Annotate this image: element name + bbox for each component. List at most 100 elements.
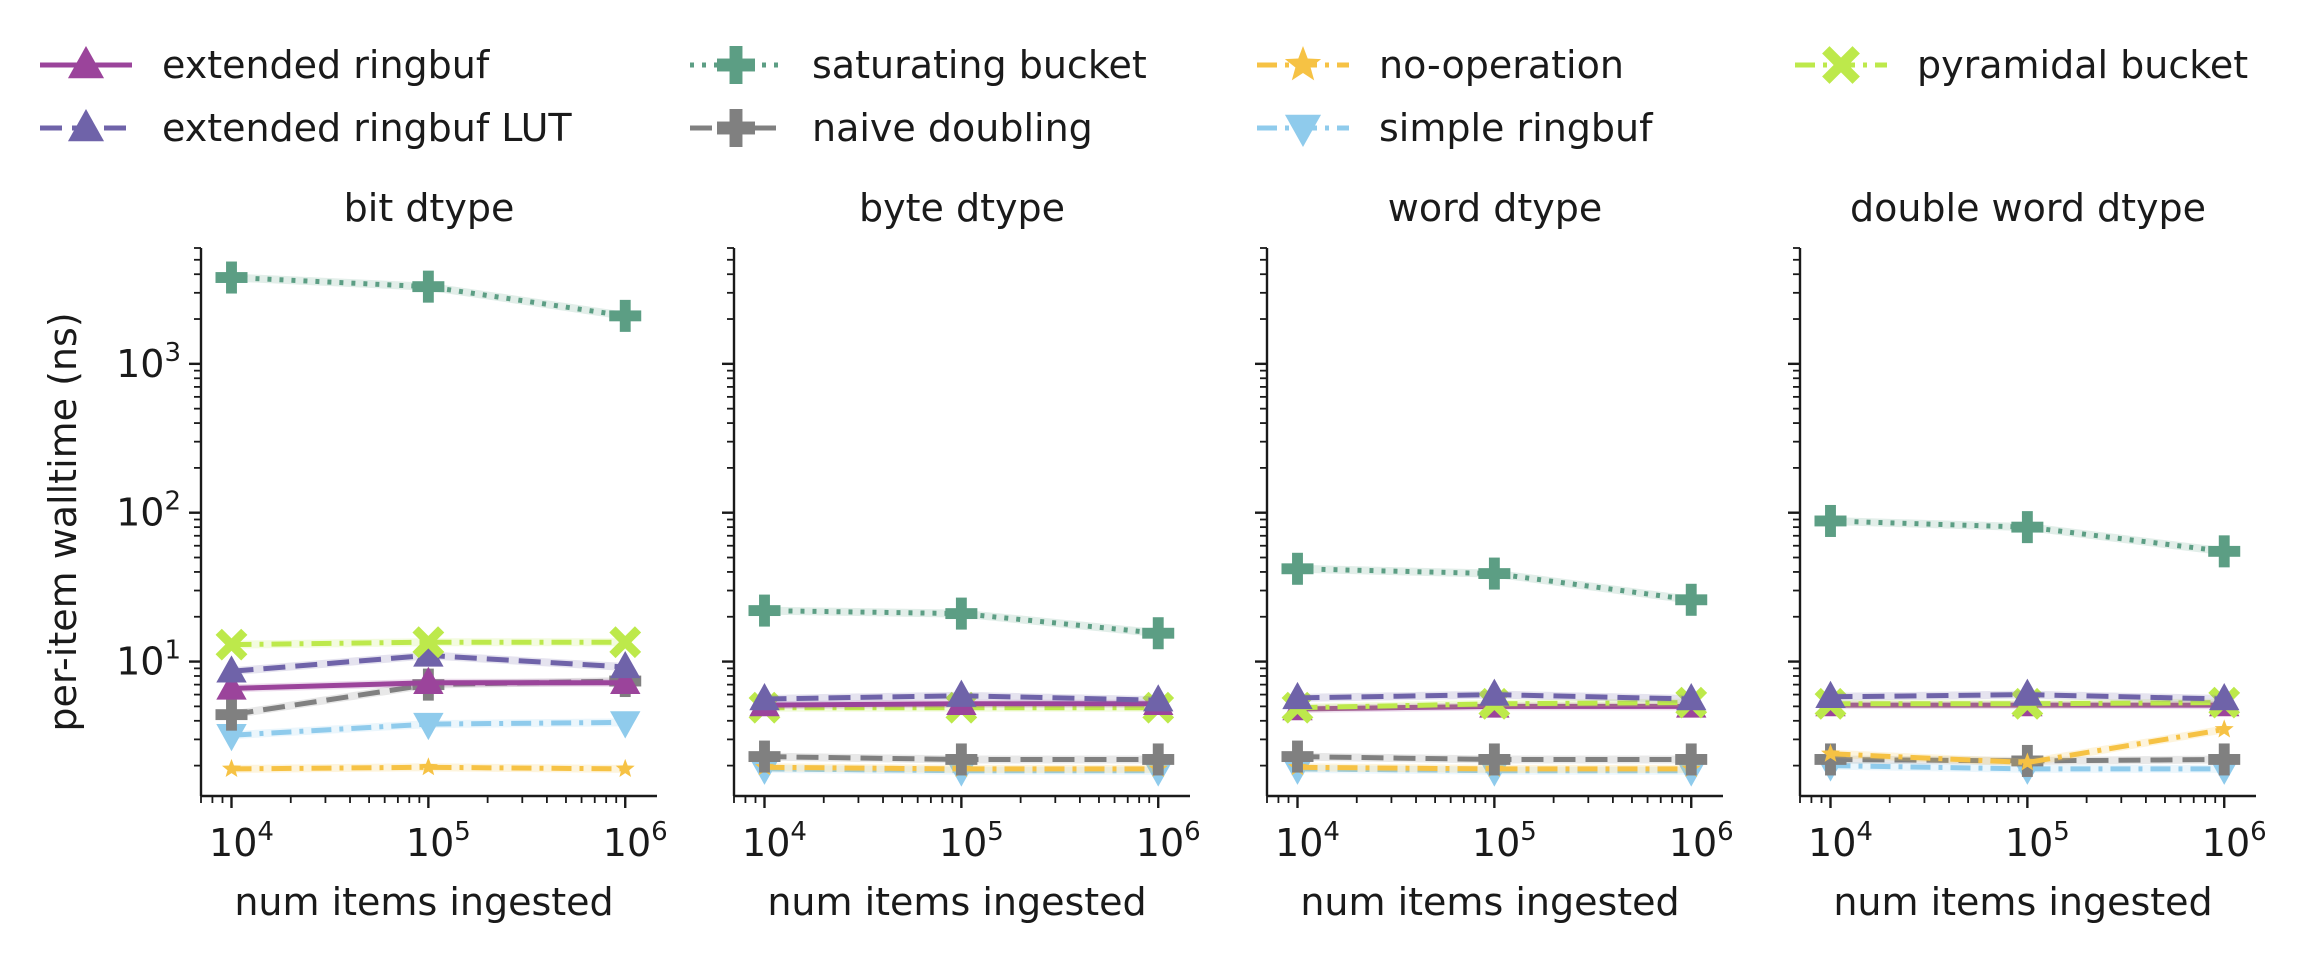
legend-marker-saturating-bucket — [717, 46, 755, 84]
series-saturating-bucket — [1814, 504, 2241, 568]
legend-marker-extended-ringbuf — [67, 46, 105, 79]
series-extended-ringbuf-lut — [1282, 678, 1707, 711]
series-extended-ringbuf-lut — [1815, 678, 2240, 711]
series-line — [231, 639, 626, 648]
data-point — [2209, 683, 2240, 711]
data-point — [413, 712, 444, 741]
legend-label: no-operation — [1379, 43, 1624, 87]
series-band — [1830, 517, 2225, 556]
series-extended-ringbuf — [216, 666, 641, 700]
series-no-operation — [222, 757, 635, 777]
data-point — [749, 683, 780, 711]
series-extended-ringbuf-lut — [216, 639, 641, 683]
data-point — [610, 711, 641, 739]
data-point — [946, 679, 977, 707]
x-tick-label: 104 — [1808, 817, 1873, 865]
data-point — [1142, 743, 1175, 776]
panel-title: bit dtype — [344, 186, 515, 230]
legend-item-simple-ringbuf: simple ringbuf — [1257, 106, 1654, 150]
series-naive-doubling — [748, 740, 1175, 776]
data-point — [1675, 583, 1708, 616]
series-pyramidal-bucket — [215, 626, 642, 661]
x-axis-label: num items ingested — [1833, 880, 2212, 924]
legend-label: extended ringbuf LUT — [162, 106, 572, 150]
data-point — [1282, 681, 1313, 710]
series-line — [1830, 700, 2225, 707]
data-point — [1821, 743, 1840, 762]
legend-item-no-operation: no-operation — [1257, 43, 1624, 87]
data-point — [1815, 680, 1846, 708]
legend-item-pyramidal-bucket: pyramidal bucket — [1795, 43, 2248, 87]
x-tick-label: 105 — [2005, 817, 2070, 865]
data-point — [215, 261, 248, 294]
series-group — [1814, 504, 2241, 785]
legend-label: saturating bucket — [812, 43, 1147, 87]
data-point — [748, 740, 781, 773]
data-point — [748, 594, 781, 627]
legend-marker-no-operation — [1284, 46, 1322, 81]
series-naive-doubling — [1281, 740, 1708, 776]
y-tick-label: 103 — [116, 338, 181, 386]
legend-item-extended-ringbuf-lut: extended ringbuf LUT — [40, 106, 572, 150]
y-axis-label: per-item walltime (ns) — [41, 312, 85, 731]
data-point — [945, 743, 978, 776]
series-group — [1281, 552, 1708, 787]
data-point — [1814, 504, 1847, 537]
data-point — [222, 758, 241, 777]
data-point — [216, 724, 247, 752]
data-point — [2208, 535, 2241, 568]
x-tick-label: 105 — [939, 817, 1004, 865]
series-line — [1830, 763, 2225, 772]
x-tick-label: 106 — [603, 817, 668, 865]
data-point — [1478, 557, 1511, 590]
data-point — [2011, 511, 2044, 544]
data-point — [1142, 617, 1175, 650]
series-band — [231, 651, 626, 676]
panel-title: double word dtype — [1850, 186, 2206, 230]
data-point — [215, 628, 248, 661]
series-saturating-bucket — [215, 261, 642, 332]
panel-1: bit dtype 101 102 103 104 105 106 num items ing… — [116, 186, 668, 924]
series-no-operation — [1821, 719, 2234, 771]
series-saturating-bucket — [1281, 552, 1708, 616]
x-tick-label: 104 — [1275, 817, 1340, 865]
data-point — [215, 698, 248, 731]
legend-label: extended ringbuf — [162, 43, 491, 87]
y-tick-label: 102 — [116, 487, 181, 535]
data-point — [1675, 743, 1708, 776]
panel-title: word dtype — [1388, 186, 1603, 230]
x-tick-label: 105 — [1472, 817, 1537, 865]
data-point — [610, 650, 641, 679]
data-point — [2012, 678, 2043, 706]
legend-item-naive-doubling: naive doubling — [690, 106, 1093, 150]
legend-label: simple ringbuf — [1379, 106, 1654, 150]
series-line — [764, 764, 1159, 772]
panel-4: double word dtype 104 105 106 num items inge… — [1788, 186, 2267, 924]
series-extended-ringbuf-lut — [749, 679, 1174, 712]
x-tick-label: 106 — [1136, 817, 1201, 865]
data-point — [609, 626, 642, 659]
data-point — [418, 757, 438, 776]
x-tick-label: 104 — [742, 817, 807, 865]
data-point — [609, 299, 642, 332]
series-line — [231, 764, 626, 772]
data-point — [216, 672, 247, 700]
series-band — [231, 273, 626, 320]
data-point — [1676, 683, 1707, 711]
data-point — [1479, 678, 1510, 706]
data-point — [615, 758, 635, 777]
legend-label: naive doubling — [812, 106, 1093, 150]
series-line — [1297, 764, 1692, 772]
data-point — [1478, 743, 1511, 776]
data-point — [1281, 552, 1314, 585]
series-band — [1297, 564, 1692, 604]
data-point — [413, 639, 444, 667]
x-tick-label: 106 — [1669, 817, 1734, 865]
data-point — [412, 270, 445, 303]
legend-label: pyramidal bucket — [1917, 43, 2248, 87]
series-line — [1297, 700, 1692, 711]
x-axis-label: num items ingested — [767, 880, 1146, 924]
series-line — [1830, 726, 2225, 766]
legend-marker-extended-ringbuf-lut — [67, 109, 105, 142]
